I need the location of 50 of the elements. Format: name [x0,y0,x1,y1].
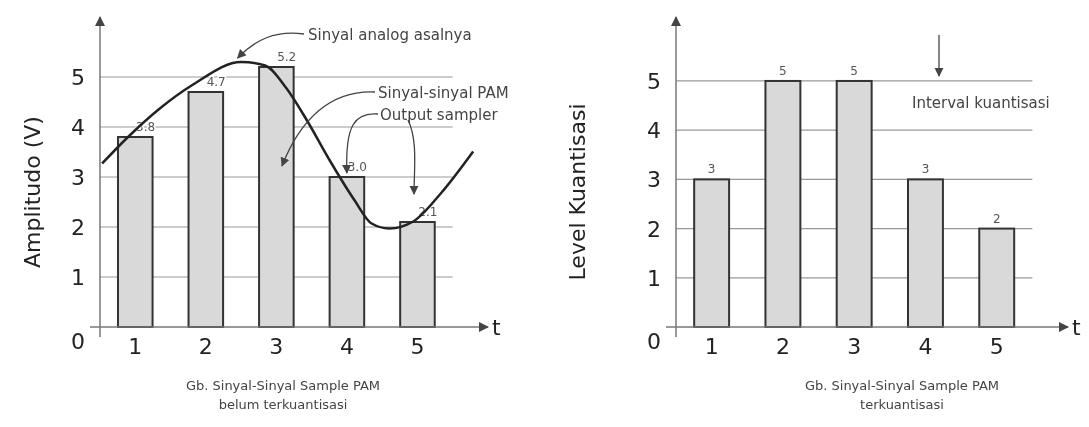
bar [328,176,366,328]
y-tick-label: 5 [647,68,661,94]
y-tick-label: 0 [647,329,661,354]
x-axis-title: t [492,315,501,340]
x-tick-label: 2 [775,334,790,359]
x-tick-label: 3 [847,334,862,359]
data-label: 5 [850,63,858,78]
x-tick-label: 4 [918,334,933,359]
x-tick-label: 3 [269,334,284,359]
data-label: 3 [707,162,716,177]
y-tick-label: 5 [71,65,85,90]
data-label: 4.7 [206,75,226,89]
y-tick-label: 3 [647,167,661,193]
x-tick-label: 2 [198,334,213,359]
x-tick-label: 1 [704,334,719,359]
x-axis-title: t [1072,315,1081,340]
data-label: 2 [992,211,1001,226]
y-tick-label: 2 [647,216,661,242]
bar [978,227,1016,328]
y-tick-label: 4 [71,115,85,140]
y-axis-title: Level Kuantisasi [565,103,590,281]
bar [764,79,802,328]
y-tick-label: 1 [71,265,85,290]
bar [835,79,873,328]
bar [399,221,436,328]
x-tick-label: 1 [128,334,143,359]
data-label: 3 [921,162,930,177]
annotation: Sinyal-sinyal PAM [378,84,509,102]
text: Gb. Sinyal-Sinyal Sample PAM terkuantisasi [804,378,1000,412]
x-tick-label: 4 [339,334,354,359]
bar [906,178,944,328]
annotation: Output sampler [380,106,499,124]
y-tick-label: 3 [71,165,85,190]
data-label: 5.2 [277,50,297,64]
bar [693,178,731,328]
x-tick-label: 5 [410,334,425,359]
y-tick-label: 2 [71,215,85,240]
text: Gb. Sinyal-Sinyal Sample PAM belum terkuantisasi [185,378,381,412]
bar [116,136,154,328]
y-tick-label: 4 [647,118,661,144]
y-tick-label: 0 [71,329,85,354]
data-label: 3.0 [347,160,367,174]
bar [258,66,295,328]
y-tick-label: 1 [647,265,661,291]
y-axis-title: Amplitudo (V) [20,116,45,268]
bar [187,91,225,328]
x-tick-label: 5 [989,334,1004,359]
data-label: 5 [779,63,787,78]
annotation: Sinyal analog asalnya [308,26,472,44]
annotation: Interval kuantisasi [912,94,1050,112]
